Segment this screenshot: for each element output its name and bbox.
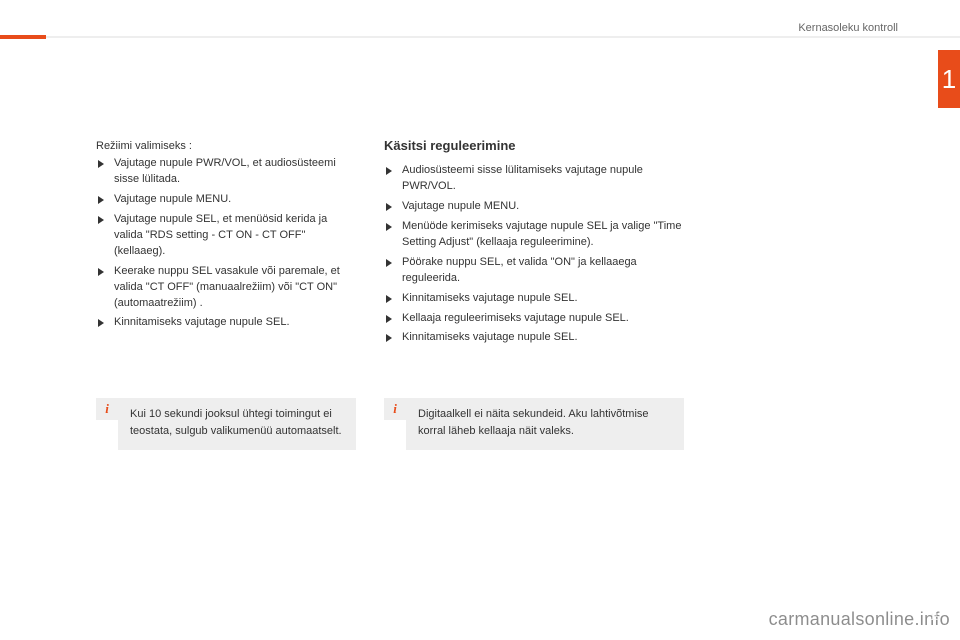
chapter-tab: 1: [938, 50, 960, 108]
info-text: Kui 10 sekundi jooksul ühtegi toimingut …: [118, 398, 356, 450]
section-title: Kernasoleku kontroll: [798, 22, 898, 34]
info-icon: i: [384, 398, 406, 420]
step-item: Kinnitamiseks vajutage nupule SEL.: [384, 330, 684, 346]
manual-adjust-heading: Käsitsi reguleerimine: [384, 138, 684, 153]
info-note-left: i Kui 10 sekundi jooksul ühtegi toimingu…: [96, 398, 356, 450]
mode-select-lead: Režiimi valimiseks :: [96, 140, 356, 152]
info-text: Digitaalkell ei näita sekundeid. Aku lah…: [406, 398, 684, 450]
watermark: carmanualsonline.info: [769, 609, 950, 630]
step-item: Kellaaja reguleerimiseks vajutage nupule…: [384, 311, 684, 327]
header-accent-bar: [0, 35, 46, 39]
page-number: 15: [930, 612, 940, 622]
manual-adjust-steps: Audiosüsteemi sisse lülitamiseks vajutag…: [384, 163, 684, 346]
step-item: Vajutage nupule SEL, et menüösid kerida …: [96, 212, 356, 260]
info-icon: i: [96, 398, 118, 420]
right-column: Käsitsi reguleerimine Audiosüsteemi siss…: [384, 138, 684, 350]
info-note-right: i Digitaalkell ei näita sekundeid. Aku l…: [384, 398, 684, 450]
step-item: Keerake nuppu SEL vasakule või paremale,…: [96, 264, 356, 312]
step-item: Vajutage nupule MENU.: [384, 199, 684, 215]
step-item: Vajutage nupule MENU.: [96, 192, 356, 208]
step-item: Kinnitamiseks vajutage nupule SEL.: [96, 315, 356, 331]
manual-page: Kernasoleku kontroll 1 Režiimi valimisek…: [0, 0, 960, 640]
step-item: Pöörake nuppu SEL, et valida "ON" ja kel…: [384, 255, 684, 287]
left-column: Režiimi valimiseks : Vajutage nupule PWR…: [96, 140, 356, 335]
step-item: Menüöde kerimiseks vajutage nupule SEL j…: [384, 219, 684, 251]
step-item: Vajutage nupule PWR/VOL, et audiosüsteem…: [96, 156, 356, 188]
step-item: Audiosüsteemi sisse lülitamiseks vajutag…: [384, 163, 684, 195]
mode-select-steps: Vajutage nupule PWR/VOL, et audiosüsteem…: [96, 156, 356, 331]
header-rule: [0, 36, 960, 38]
step-item: Kinnitamiseks vajutage nupule SEL.: [384, 291, 684, 307]
